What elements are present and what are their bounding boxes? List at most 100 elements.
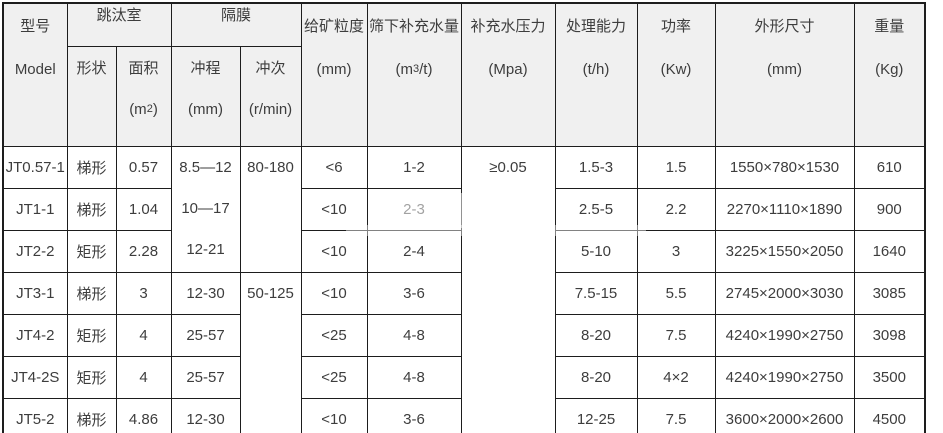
header-weight: 重量 (Kg) [853,2,926,147]
spec-table: 型号 Model 跳汰室 隔膜 给矿粒度 (mm) 筛下补充水量 (m 3/t) … [2,2,926,433]
cell-shape: 矩形 [66,356,117,399]
header-weight-label: 重量 [874,17,905,35]
cell-dimensions: 1550×780×1530 [714,146,855,189]
cell-model: JT0.57-1 [2,146,68,189]
cell-power: 3 [636,230,716,273]
cell-feed-size: <25 [300,356,368,399]
cell-capacity: 12-25 [554,398,638,433]
header-stroke-frequency-label: 冲次 [255,59,286,77]
header-shape: 形状 [66,46,117,147]
cell-power: 1.5 [636,146,716,189]
cell-stroke: 12-30 [170,272,241,315]
cell-model: JT3-1 [2,272,68,315]
cell-water: 4-8 [366,356,462,399]
cell-pressure-merged: ≥0.05 [460,146,556,433]
cell-weight: 4500 [853,398,926,433]
cell-feed-size: <10 [300,272,368,315]
cell-water: 2-3 [366,188,462,231]
cell-power: 4×2 [636,356,716,399]
cell-feed-size: <10 [300,230,368,273]
table-header: 型号 Model 跳汰室 隔膜 给矿粒度 (mm) 筛下补充水量 (m 3/t) … [2,2,926,147]
cell-model: JT2-2 [2,230,68,273]
cell-weight: 3098 [853,314,926,357]
header-shape-label: 形状 [76,59,107,77]
cell-area: 4 [115,356,172,399]
header-dimensions-unit: (mm) [767,60,802,78]
table-body: JT0.57-1 梯形 0.57 8.5—12 10—17 12-21 80-1… [2,146,926,433]
cell-weight: 3085 [853,272,926,315]
header-makeup-water-pressure-label: 补充水压力 [470,17,546,35]
cell-water: 4-8 [366,314,462,357]
cell-dimensions: 3600×2000×2600 [714,398,855,433]
header-diaphragm-group: 隔膜 [170,2,302,47]
table-row: JT4-2S 矩形 4 25-57 <25 4-8 8-20 4×2 4240×… [2,356,926,399]
header-under-screen-water-unit: (m 3/t) [395,60,433,78]
cell-area: 2.28 [115,230,172,273]
cell-weight: 900 [853,188,926,231]
cell-power: 7.5 [636,314,716,357]
cell-frequency-merged-4-7: 50-125 [239,272,302,433]
cell-dimensions: 2270×1110×1890 [714,188,855,231]
cell-model: JT4-2 [2,314,68,357]
table-row: JT2-2 矩形 2.28 <10 2-4 5-10 3 3225×1550×2… [2,230,926,273]
header-capacity-unit: (t/h) [582,60,610,78]
cell-dimensions: 4240×1990×2750 [714,356,855,399]
cell-shape: 梯形 [66,188,117,231]
header-weight-unit: (Kg) [875,60,904,78]
header-stroke-frequency: 冲次 (r/min) [239,46,302,147]
cell-shape: 梯形 [66,272,117,315]
cell-frequency-merged-1-3: 80-180 [239,146,302,273]
cell-water: 2-4 [366,230,462,273]
header-stroke-unit: (mm) [188,100,223,118]
cell-stroke: 25-57 [170,356,241,399]
header-area-label: 面积 [128,59,159,77]
cell-weight: 610 [853,146,926,189]
cell-capacity: 2.5-5 [554,188,638,231]
cell-model: JT4-2S [2,356,68,399]
header-feed-size-label: 给矿粒度 [303,17,364,35]
cell-model: JT5-2 [2,398,68,433]
header-jig-chamber-group: 跳汰室 [66,2,172,47]
cell-dimensions: 3225×1550×2050 [714,230,855,273]
cell-area: 3 [115,272,172,315]
header-under-screen-water-label: 筛下补充水量 [368,17,459,35]
header-model-zh: 型号 [20,17,51,35]
cell-power: 7.5 [636,398,716,433]
table-row: JT5-2 梯形 4.86 12-30 <10 3-6 12-25 7.5 36… [2,398,926,433]
cell-dimensions: 2745×2000×3030 [714,272,855,315]
cell-feed-size: <10 [300,188,368,231]
cell-area: 1.04 [115,188,172,231]
cell-power: 5.5 [636,272,716,315]
header-makeup-water-pressure: 补充水压力 (Mpa) [460,2,556,147]
cell-weight: 3500 [853,356,926,399]
cell-stroke: 12-30 [170,398,241,433]
header-model-en: Model [14,60,56,78]
cell-area: 4.86 [115,398,172,433]
header-power-unit: (Kw) [660,60,692,78]
header-feed-size-unit: (mm) [316,60,352,78]
header-power-label: 功率 [660,17,691,35]
header-area-unit: (m 2) [129,100,158,118]
header-dimensions-label: 外形尺寸 [754,17,815,35]
header-under-screen-water: 筛下补充水量 (m 3/t) [366,2,462,147]
cell-model: JT1-1 [2,188,68,231]
cell-power: 2.2 [636,188,716,231]
cell-stroke-merged-1-3: 8.5—12 10—17 12-21 [170,146,241,273]
cell-water: 1-2 [366,146,462,189]
cell-area: 4 [115,314,172,357]
table-row: JT3-1 梯形 3 12-30 50-125 <10 3-6 7.5-15 5… [2,272,926,433]
cell-capacity: 1.5-3 [554,146,638,189]
cell-capacity: 8-20 [554,356,638,399]
table-row: JT4-2 矩形 4 25-57 <25 4-8 8-20 7.5 4240×1… [2,314,926,357]
cell-capacity: 7.5-15 [554,272,638,315]
cell-shape: 梯形 [66,146,117,189]
cell-capacity: 8-20 [554,314,638,357]
cell-feed-size: <10 [300,398,368,433]
cell-feed-size: <6 [300,146,368,189]
table-row: JT0.57-1 梯形 0.57 8.5—12 10—17 12-21 80-1… [2,146,926,433]
header-power: 功率 (Kw) [636,2,716,147]
header-stroke: 冲程 (mm) [170,46,241,147]
cell-dimensions: 4240×1990×2750 [714,314,855,357]
cell-shape: 矩形 [66,230,117,273]
header-capacity-label: 处理能力 [565,17,626,35]
